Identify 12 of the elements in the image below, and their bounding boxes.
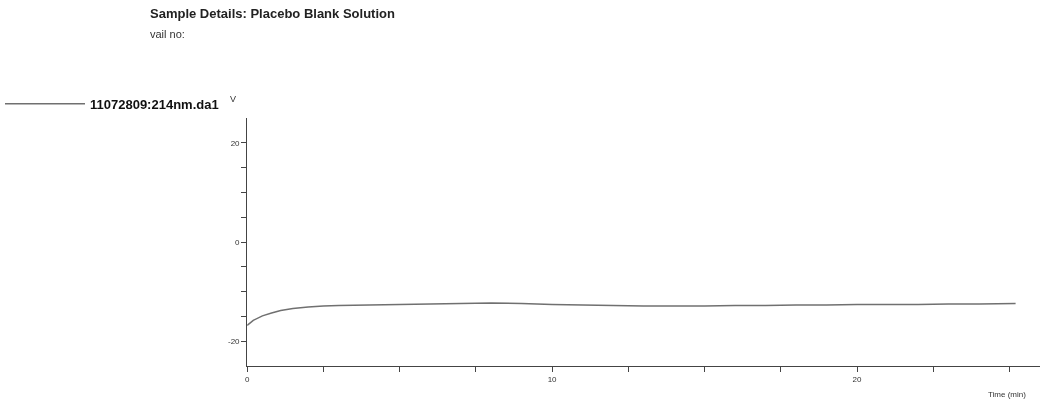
x-axis-title: Time (min) <box>988 390 1027 399</box>
y-axis-title: V <box>230 94 237 104</box>
x-tick-label: 10 <box>547 374 558 384</box>
x-tick-label: 0 <box>244 374 250 384</box>
y-tick-label: -20 <box>228 337 241 346</box>
line-series <box>247 302 1017 327</box>
chart-subtitle: vail no: <box>150 28 185 40</box>
y-tick-label: 20 <box>230 138 241 148</box>
x-tick-label: 20 <box>852 374 863 384</box>
y-tick-label: 0 <box>235 237 241 247</box>
text: 11072809:214nm.da1 <box>90 96 219 112</box>
chart-title: Sample Details: Placebo Blank Solution <box>150 6 395 21</box>
